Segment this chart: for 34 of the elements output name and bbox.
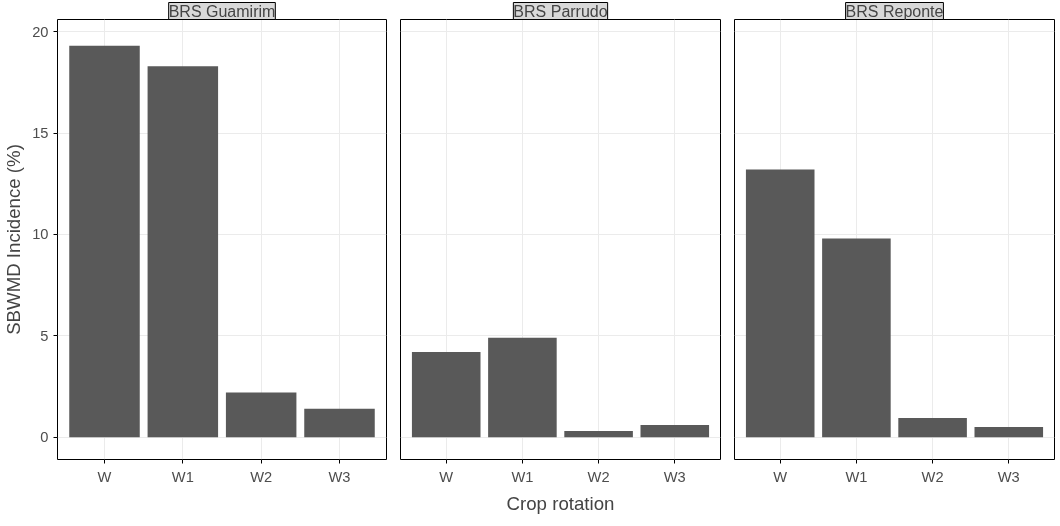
bar <box>147 66 219 438</box>
bar <box>822 238 891 438</box>
y-tick-label: 15 <box>32 125 49 142</box>
y-axis-title: SBWMD Incidence (%) <box>3 144 25 335</box>
y-tick-label: 0 <box>40 429 49 446</box>
y-tick-label: 10 <box>32 226 49 243</box>
x-tick-label: W3 <box>997 468 1020 485</box>
bar <box>745 169 815 438</box>
y-tick-label: 5 <box>40 327 49 344</box>
x-tick-label: W3 <box>328 468 351 485</box>
bar <box>564 431 633 438</box>
bar <box>974 427 1044 438</box>
bar <box>640 425 710 438</box>
x-tick-label: W2 <box>921 468 944 485</box>
x-tick-label: W1 <box>171 468 194 485</box>
x-tick-label: W <box>439 468 454 485</box>
x-tick-label: W2 <box>587 468 610 485</box>
bar <box>225 392 297 438</box>
y-tick-label: 20 <box>32 23 49 40</box>
bar <box>488 337 557 438</box>
x-tick-label: W <box>773 468 788 485</box>
x-tick-label: W2 <box>250 468 273 485</box>
bar <box>69 45 140 438</box>
x-tick-label: W3 <box>663 468 686 485</box>
bar <box>304 408 375 438</box>
chart-title: BRS Guamirim <box>168 2 276 20</box>
x-tick-label: W1 <box>845 468 868 485</box>
bar <box>411 352 481 438</box>
x-axis-title: Crop rotation <box>506 492 615 514</box>
x-tick-label: W1 <box>511 468 534 485</box>
x-tick-label: W <box>97 468 112 485</box>
chart-title: BRS Reponte <box>845 2 944 20</box>
chart-title: BRS Parrudo <box>513 2 608 20</box>
bar <box>898 417 967 438</box>
